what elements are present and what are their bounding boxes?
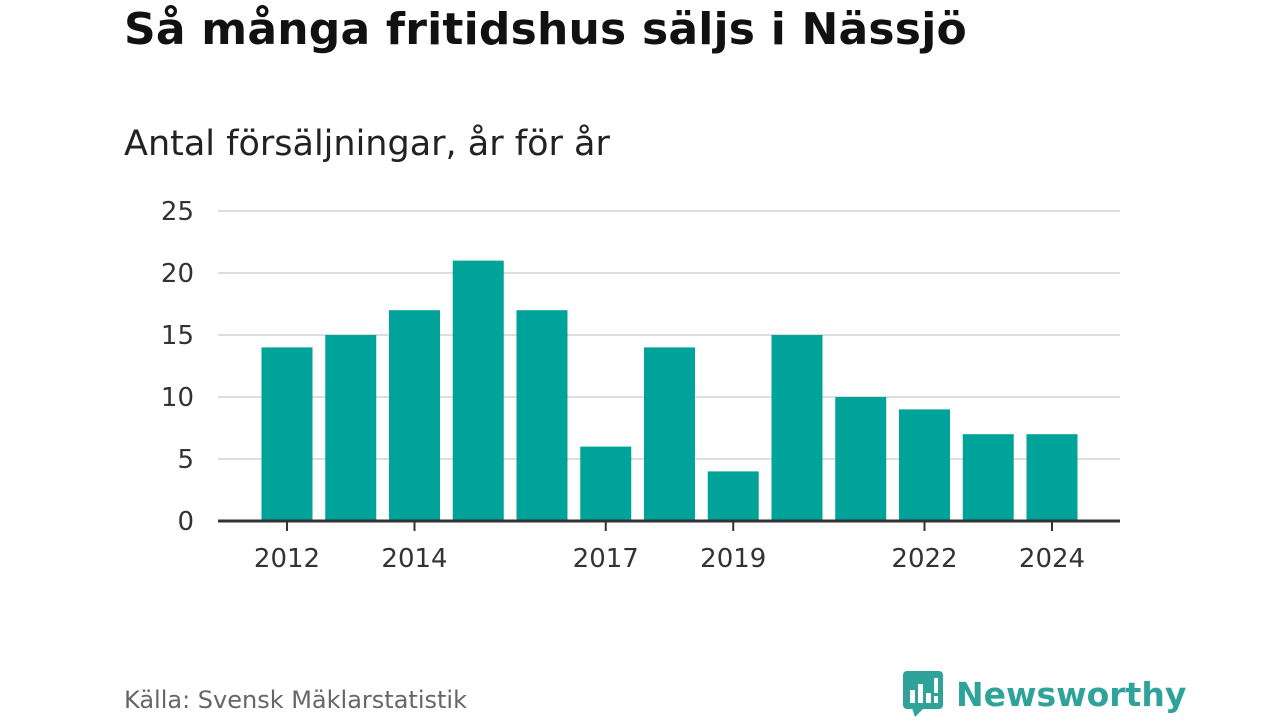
bar-2017 bbox=[580, 446, 632, 521]
y-tick-label: 5 bbox=[177, 445, 194, 475]
y-tick-label: 0 bbox=[177, 507, 194, 537]
y-tick-label: 20 bbox=[161, 259, 194, 289]
bar-chart: 0 5 10 15 20 25 2012 2014 2017 2019 2022 2024 bbox=[161, 197, 1120, 574]
y-tick-label: 10 bbox=[161, 383, 194, 413]
x-tick-label: 2024 bbox=[1019, 544, 1085, 574]
bar-2019 bbox=[707, 471, 759, 521]
x-tick-label: 2014 bbox=[381, 544, 447, 574]
x-tick-label: 2019 bbox=[700, 544, 766, 574]
y-tick-label: 15 bbox=[161, 321, 194, 351]
bar-2012 bbox=[261, 347, 313, 521]
y-tick-label: 25 bbox=[161, 197, 194, 227]
bar-2015 bbox=[452, 260, 504, 521]
bar-2023 bbox=[962, 434, 1014, 521]
newsworthy-logo-text: Newsworthy bbox=[956, 674, 1187, 714]
newsworthy-logo-icon bbox=[903, 671, 943, 717]
bar-2022 bbox=[899, 409, 950, 521]
x-tick-label: 2017 bbox=[573, 544, 639, 574]
bar-2021 bbox=[835, 397, 887, 521]
x-tick-label: 2022 bbox=[891, 544, 957, 574]
bar-2014 bbox=[389, 310, 440, 521]
bar-2018 bbox=[644, 347, 695, 521]
bar-2020 bbox=[771, 335, 823, 521]
bar-2024 bbox=[1026, 434, 1078, 521]
x-tick-label: 2012 bbox=[254, 544, 320, 574]
source-note: Källa: Svensk Mäklarstatistik bbox=[124, 686, 467, 714]
bar-2013 bbox=[325, 335, 377, 521]
chart-subtitle: Antal försäljningar, år för år bbox=[124, 124, 610, 164]
bar-2016 bbox=[516, 310, 568, 521]
chart-title: Så många fritidshus säljs i Nässjö bbox=[124, 4, 967, 55]
newsworthy-logo: Newsworthy bbox=[902, 670, 1186, 718]
